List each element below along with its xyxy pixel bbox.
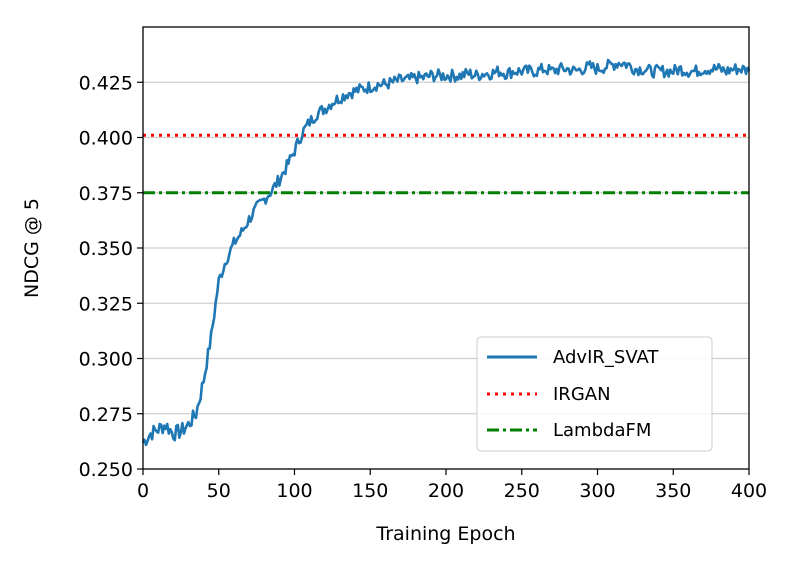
y-tick-label-4: 0.350 <box>79 238 133 260</box>
y-axis-label: NDCG @ 5 <box>21 198 43 298</box>
legend-label-irgan: IRGAN <box>553 384 611 405</box>
y-tick-label-2: 0.300 <box>79 349 133 371</box>
ticks-layer: 0.250 0.275 0.300 0.325 0.350 0.375 0.400 0.425… <box>79 72 768 502</box>
x-tick-label-6: 300 <box>579 480 615 502</box>
x-tick-label-0: 0 <box>137 480 149 502</box>
x-tick-label-2: 100 <box>276 480 312 502</box>
x-tick-label-7: 350 <box>655 480 691 502</box>
legend-label-advir-svat: AdvIR_SVAT <box>553 347 659 368</box>
legend: AdvIR_SVAT IRGAN LambdaFM <box>476 336 713 452</box>
y-tick-label-6: 0.400 <box>79 128 133 150</box>
y-tick-label-7: 0.425 <box>79 72 133 94</box>
legend-label-lambdafm: LambdaFM <box>553 420 651 441</box>
x-tick-label-4: 200 <box>428 480 464 502</box>
y-tick-label-0: 0.250 <box>79 459 133 481</box>
x-tick-label-3: 150 <box>352 480 388 502</box>
series-line-advir-svat <box>141 58 751 447</box>
x-tick-label-1: 50 <box>207 480 231 502</box>
y-tick-label-5: 0.375 <box>79 183 133 205</box>
x-tick-label-5: 250 <box>504 480 540 502</box>
y-tick-label-3: 0.325 <box>79 293 133 315</box>
y-tick-label-1: 0.275 <box>79 404 133 426</box>
grid-layer <box>143 81 749 415</box>
series-layer <box>141 58 751 447</box>
x-tick-label-8: 400 <box>731 480 767 502</box>
x-axis-label: Training Epoch <box>375 523 515 545</box>
legend-box <box>476 336 713 452</box>
